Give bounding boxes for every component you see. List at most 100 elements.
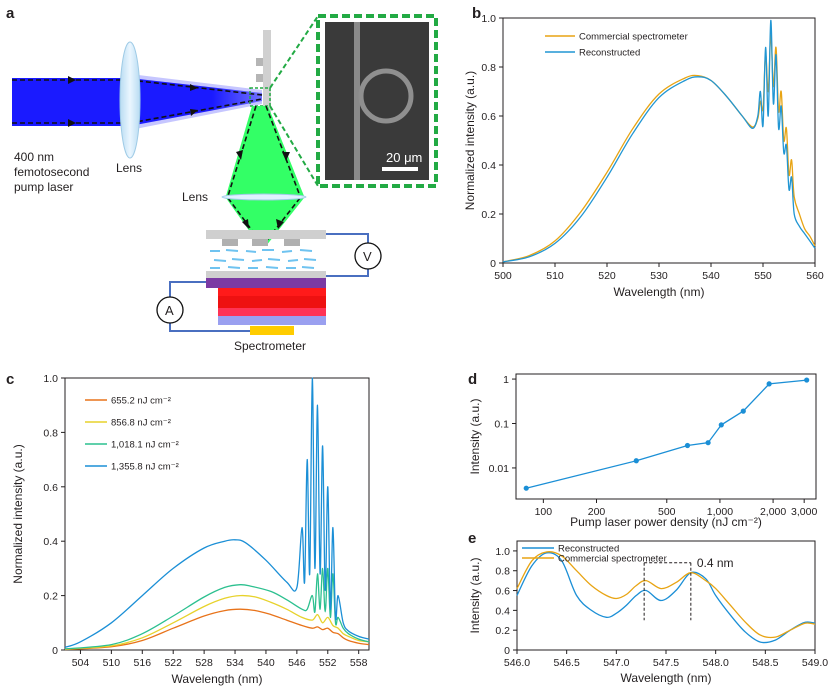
layer-red [218, 288, 326, 296]
pump-label-line1: 400 nm [14, 150, 54, 164]
scale-bar [382, 167, 418, 171]
mid-electrode [206, 271, 326, 278]
arrow-1 [68, 76, 76, 84]
x-tick-label-d-5: 3,000 [791, 506, 817, 518]
y-axis-label-e: Intensity (a.u.) [468, 557, 482, 633]
x-axis-label-d: Pump laser power density (nJ cm⁻²) [570, 515, 762, 529]
x-tick-label-b-3: 530 [650, 270, 668, 282]
x-tick-label-c-8: 552 [319, 657, 337, 669]
lens-1 [119, 41, 141, 159]
x-tick-label-c-3: 522 [164, 657, 182, 669]
x-tick-label-e-0: 546.0 [504, 657, 530, 669]
arrow-6 [282, 152, 290, 161]
sem-microring [358, 68, 414, 124]
arrow-3 [190, 84, 198, 91]
layer-red-2 [218, 296, 326, 308]
y-tick-label-e-2: 0.4 [495, 605, 510, 617]
data-point-d-3 [705, 440, 711, 446]
y-axis-label-c: Normalized intensity (a.u.) [11, 444, 25, 583]
x-tick-label-b-6: 560 [806, 270, 824, 282]
x-tick-label-c-2: 516 [134, 657, 152, 669]
sem-waveguide [354, 22, 360, 180]
panel-letter-d: d [468, 371, 477, 388]
y-tick-label-c-4: 0.8 [43, 427, 58, 439]
data-point-d-4 [718, 422, 724, 428]
lens-2 [221, 193, 307, 201]
y-tick-label-b-5: 1.0 [481, 13, 496, 25]
x-tick-label-c-5: 534 [226, 657, 244, 669]
y-tick-label-c-1: 0.2 [43, 591, 58, 603]
x-axis-label-b: Wavelength (nm) [614, 285, 705, 299]
series-line-e-0 [516, 552, 816, 644]
emission-ray-right [265, 105, 301, 197]
x-tick-label-c-0: 504 [72, 657, 90, 669]
y-tick-label-b-0: 0 [490, 258, 496, 270]
data-point-d-7 [804, 377, 810, 383]
series-line-b-1 [502, 19, 816, 263]
ammeter-label: A [165, 303, 174, 318]
arrow-5 [236, 150, 243, 160]
electrode-pad-3 [284, 239, 300, 246]
lens-2-label: Lens [182, 190, 208, 204]
y-tick-label-b-4: 0.8 [481, 62, 496, 74]
x-tick-label-b-4: 540 [702, 270, 720, 282]
y-axis-label-d: Intensity (a.u.) [468, 398, 482, 474]
y-tick-label-d-0: 0.01 [489, 463, 510, 475]
y-axis-label-b: Normalized intensity (a.u.) [463, 71, 477, 210]
x-tick-label-e-5: 548.5 [752, 657, 778, 669]
circuit-voltage-2 [326, 269, 369, 277]
data-point-d-5 [740, 408, 746, 414]
x-tick-label-c-4: 528 [195, 657, 213, 669]
series-line-c-2 [64, 567, 370, 650]
series-line-c-1 [64, 594, 370, 650]
x-tick-label-c-6: 540 [257, 657, 275, 669]
x-tick-label-b-5: 550 [754, 270, 772, 282]
x-tick-label-d-2: 500 [658, 506, 676, 518]
legend-label-c-0: 655.2 nJ cm⁻² [111, 396, 171, 407]
zoom-line-top [269, 15, 319, 89]
data-point-d-2 [684, 442, 691, 449]
legend-label-c-3: 1,355.8 nJ cm⁻² [111, 462, 179, 473]
x-tick-label-e-3: 547.5 [653, 657, 679, 669]
chip-tab-1 [256, 58, 263, 66]
y-tick-label-e-1: 0.2 [495, 625, 510, 637]
chart-b: 500 510 520 530 540 550 560 0 0.2 0.4 0.6 0.8 1.0 Wav… [463, 13, 824, 299]
series-line-b-0 [502, 34, 816, 263]
bottom-electrode [250, 326, 294, 335]
y-tick-label-c-3: 0.6 [43, 482, 58, 494]
y-tick-label-b-2: 0.4 [481, 160, 496, 172]
series-line-c-3 [64, 377, 370, 648]
arrow-2 [68, 119, 76, 127]
x-tick-label-c-9: 558 [350, 657, 368, 669]
emission-cone-lower [226, 198, 304, 246]
arrow-4 [190, 109, 198, 116]
x-tick-label-d-1: 200 [588, 506, 606, 518]
schematic-panel: Lens 400 nm femotosecond pump laser 20 μ… [12, 14, 438, 353]
data-point-d-6 [766, 381, 772, 387]
chip-tab-2 [256, 74, 263, 82]
circuit-current-2 [169, 323, 250, 332]
x-tick-label-e-2: 547.0 [603, 657, 629, 669]
voltmeter-label: V [363, 249, 372, 264]
legend-label-c-2: 1,018.1 nJ cm⁻² [111, 440, 179, 451]
top-electrode [206, 230, 326, 239]
y-tick-label-e-4: 0.8 [495, 566, 510, 578]
x-tick-label-e-4: 548.0 [703, 657, 729, 669]
series-line-c-0 [64, 608, 370, 651]
annotation-label: 0.4 nm [697, 556, 734, 570]
arrow-8 [276, 219, 284, 229]
panel-letter-c: c [6, 371, 14, 388]
y-tick-label-e-0: 0 [504, 645, 510, 657]
panel-letter-e: e [468, 530, 476, 547]
series-line-d-0 [526, 379, 807, 489]
x-tick-label-e-1: 546.5 [554, 657, 580, 669]
x-tick-label-b-0: 500 [494, 270, 512, 282]
y-tick-label-e-5: 1.0 [495, 546, 510, 558]
y-tick-label-d-1: 0.1 [494, 419, 509, 431]
x-tick-label-b-1: 510 [546, 270, 564, 282]
data-point-d-0 [523, 485, 529, 491]
circuit-voltage [326, 233, 369, 243]
emission-cone-upper [226, 106, 304, 196]
y-tick-label-b-3: 0.6 [481, 111, 496, 123]
data-point-d-1 [633, 458, 639, 464]
